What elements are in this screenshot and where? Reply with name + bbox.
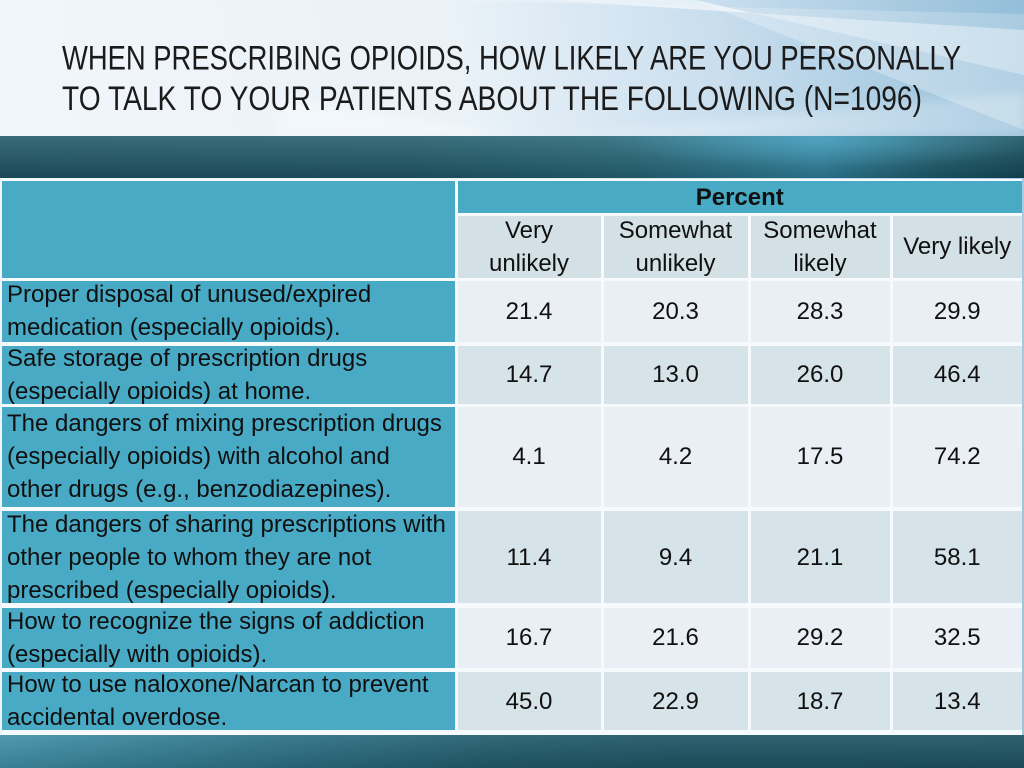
svg-text:TO TALK TO YOUR PATIENTS ABOUT: TO TALK TO YOUR PATIENTS ABOUT THE FOLLO…	[62, 80, 922, 118]
svg-text:WHEN PRESCRIBING OPIOIDS, HOW: WHEN PRESCRIBING OPIOIDS, HOW LIKELY ARE…	[62, 40, 961, 78]
